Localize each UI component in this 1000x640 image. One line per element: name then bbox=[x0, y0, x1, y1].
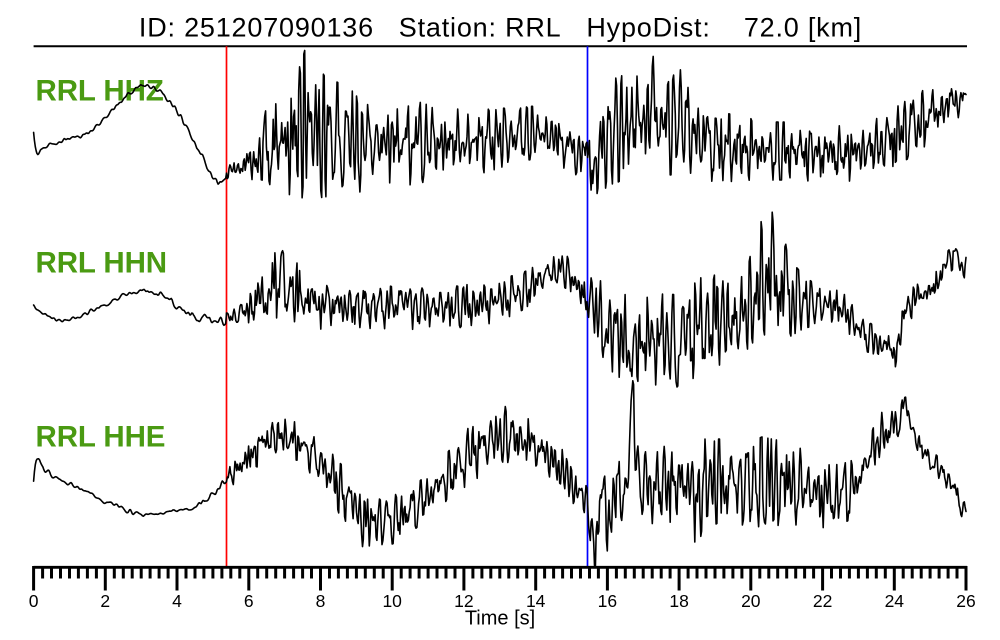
svg-text:6: 6 bbox=[244, 591, 254, 611]
svg-text:ID: 251207090136 Station: RR: ID: 251207090136 Station: RRL HypoDist: … bbox=[139, 13, 862, 43]
svg-text:Time [s]: Time [s] bbox=[465, 608, 535, 630]
svg-text:20: 20 bbox=[741, 591, 761, 611]
svg-text:12: 12 bbox=[454, 591, 473, 611]
svg-text:10: 10 bbox=[382, 591, 402, 611]
svg-text:RRL HHE: RRL HHE bbox=[36, 421, 166, 454]
svg-text:24: 24 bbox=[885, 591, 905, 611]
svg-text:RRL HHZ: RRL HHZ bbox=[36, 75, 164, 108]
svg-text:16: 16 bbox=[598, 591, 617, 611]
svg-text:14: 14 bbox=[526, 591, 546, 611]
svg-text:2: 2 bbox=[100, 591, 110, 611]
svg-text:8: 8 bbox=[316, 591, 326, 611]
svg-text:22: 22 bbox=[813, 591, 832, 611]
svg-text:26: 26 bbox=[956, 591, 975, 611]
svg-text:18: 18 bbox=[669, 591, 688, 611]
svg-text:4: 4 bbox=[172, 591, 182, 611]
svg-text:0: 0 bbox=[29, 591, 39, 611]
svg-text:RRL HHN: RRL HHN bbox=[36, 247, 168, 280]
